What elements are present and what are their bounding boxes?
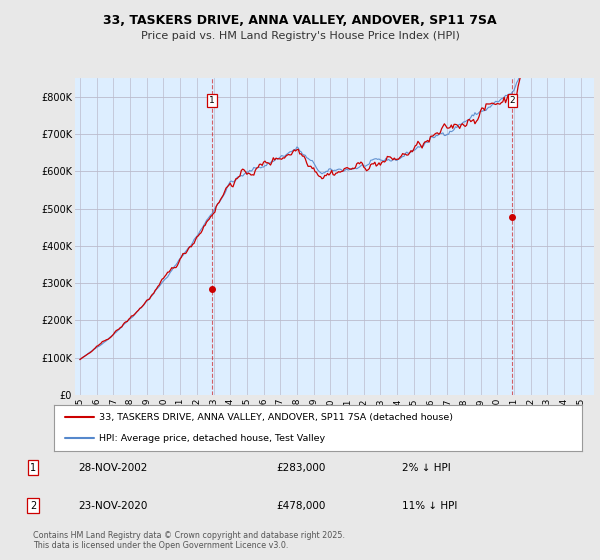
Text: 28-NOV-2002: 28-NOV-2002 xyxy=(78,463,148,473)
Text: Price paid vs. HM Land Registry's House Price Index (HPI): Price paid vs. HM Land Registry's House … xyxy=(140,31,460,41)
Text: 2% ↓ HPI: 2% ↓ HPI xyxy=(402,463,451,473)
Text: 11% ↓ HPI: 11% ↓ HPI xyxy=(402,501,457,511)
Text: 33, TASKERS DRIVE, ANNA VALLEY, ANDOVER, SP11 7SA: 33, TASKERS DRIVE, ANNA VALLEY, ANDOVER,… xyxy=(103,14,497,27)
Text: 33, TASKERS DRIVE, ANNA VALLEY, ANDOVER, SP11 7SA (detached house): 33, TASKERS DRIVE, ANNA VALLEY, ANDOVER,… xyxy=(99,413,453,422)
Text: Contains HM Land Registry data © Crown copyright and database right 2025.
This d: Contains HM Land Registry data © Crown c… xyxy=(33,530,345,550)
Text: HPI: Average price, detached house, Test Valley: HPI: Average price, detached house, Test… xyxy=(99,434,325,443)
Text: 1: 1 xyxy=(209,96,215,105)
Text: 1: 1 xyxy=(30,463,36,473)
Text: 2: 2 xyxy=(30,501,36,511)
Text: 23-NOV-2020: 23-NOV-2020 xyxy=(78,501,148,511)
Text: 2: 2 xyxy=(509,96,515,105)
Text: £283,000: £283,000 xyxy=(276,463,325,473)
Text: £478,000: £478,000 xyxy=(276,501,325,511)
